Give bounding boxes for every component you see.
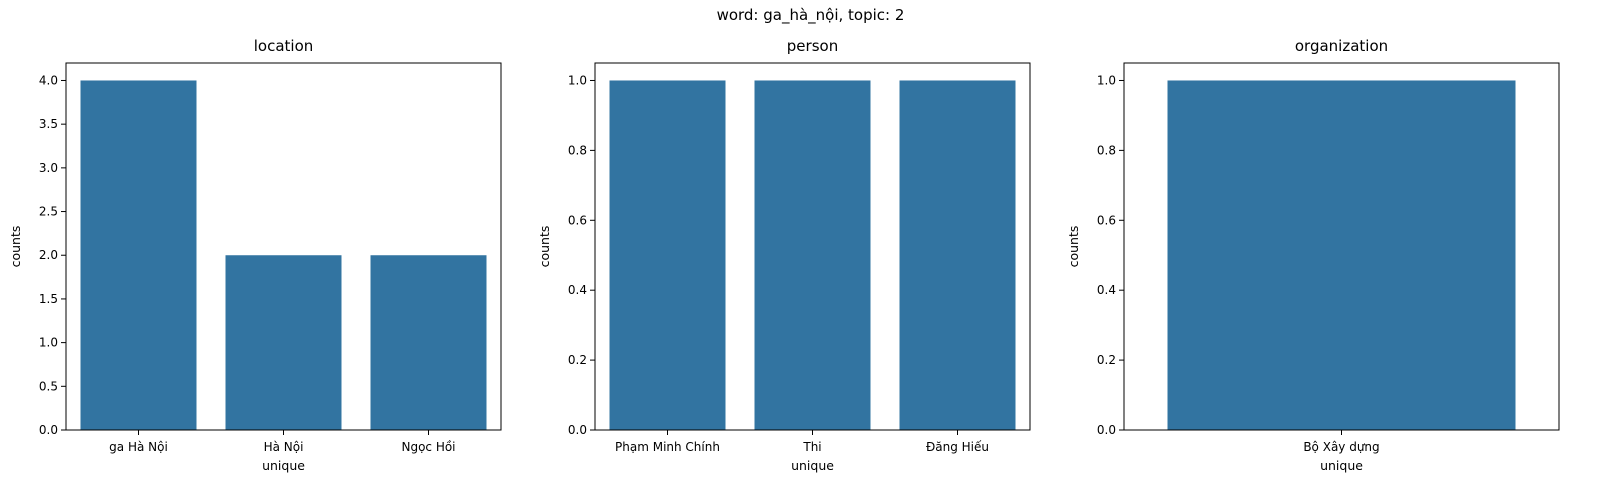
panel-2-xtick-label-1: Phạm Minh Chính xyxy=(615,440,720,454)
panel-1-title: location xyxy=(254,37,314,55)
figure-title: word: ga_hà_nội, topic: 2 xyxy=(716,6,905,24)
panel-3-ytick-label-5: 0.8 xyxy=(1097,143,1116,157)
panel-1-ytick-label-1: 0.0 xyxy=(39,423,58,437)
panel-1-ytick-label-2: 0.5 xyxy=(39,379,58,393)
panel-1-ytick-label-4: 1.5 xyxy=(39,292,58,306)
panel-1-bar-2 xyxy=(225,255,342,430)
panel-2-ytick-label-1: 0.0 xyxy=(568,423,587,437)
panel-2-bar-1 xyxy=(609,80,726,430)
panel-1-ytick-label-3: 1.0 xyxy=(39,336,58,350)
panel-3-ytick-label-2: 0.2 xyxy=(1097,353,1116,367)
panel-1-ytick-label-7: 3.0 xyxy=(39,161,58,175)
panel-3-ylabel: counts xyxy=(1066,226,1081,268)
panel-1-bar-3 xyxy=(370,255,487,430)
panel-1-ytick-label-8: 3.5 xyxy=(39,117,58,131)
panel-2-xtick-label-2: Thi xyxy=(802,440,821,454)
panel-3-ytick-label-1: 0.0 xyxy=(1097,423,1116,437)
panel-1-xtick-label-1: ga Hà Nội xyxy=(109,440,168,454)
panel-2-ytick-label-5: 0.8 xyxy=(568,143,587,157)
panel-3-xtick-label-1: Bộ Xây dựng xyxy=(1303,440,1379,454)
panel-1-xtick-label-2: Hà Nội xyxy=(264,440,304,454)
panel-3-title: organization xyxy=(1295,37,1388,55)
panel-2-ytick-label-4: 0.6 xyxy=(568,213,587,227)
panel-2-ytick-label-3: 0.4 xyxy=(568,283,587,297)
panel-1-ylabel: counts xyxy=(8,226,23,268)
panel-2-ytick-label-2: 0.2 xyxy=(568,353,587,367)
panel-3-ytick-label-3: 0.4 xyxy=(1097,283,1116,297)
panel-1-ytick-label-6: 2.5 xyxy=(39,205,58,219)
panel-2-ylabel: counts xyxy=(537,226,552,268)
panel-2-bar-2 xyxy=(754,80,871,430)
panel-3-xlabel: unique xyxy=(1320,458,1363,473)
panel-3-bar-1 xyxy=(1167,80,1516,430)
panel-1-bar-1 xyxy=(80,80,197,430)
panel-2-ytick-label-6: 1.0 xyxy=(568,73,587,87)
panel-1-xtick-label-3: Ngọc Hồi xyxy=(401,440,455,454)
panel-1-ytick-label-5: 2.0 xyxy=(39,248,58,262)
panel-3-ytick-label-4: 0.6 xyxy=(1097,213,1116,227)
panel-1-xlabel: unique xyxy=(262,458,305,473)
panel-3-ytick-label-6: 1.0 xyxy=(1097,73,1116,87)
panel-2-xtick-label-3: Đăng Hiếu xyxy=(926,440,989,454)
panel-2-title: person xyxy=(787,37,838,55)
panel-2-xlabel: unique xyxy=(791,458,834,473)
panel-2-bar-3 xyxy=(899,80,1016,430)
panel-1-ytick-label-9: 4.0 xyxy=(39,73,58,87)
